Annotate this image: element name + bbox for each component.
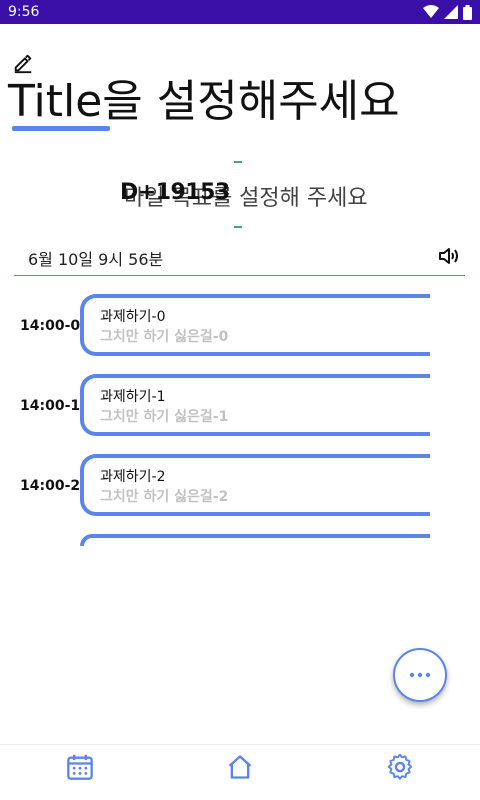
current-date: 6월 10일 9시 56분 xyxy=(28,250,164,269)
title-underline xyxy=(12,126,110,131)
schedule-card[interactable]: 과제하기-0 그치만 하기 싫은걸-0 xyxy=(80,294,430,356)
divider-bottom xyxy=(234,226,242,228)
pencil-icon[interactable] xyxy=(12,52,34,74)
schedule-list: 14:00-0 과제하기-0 그치만 하기 싫은걸-0 14:00-1 과제하기… xyxy=(0,294,480,534)
status-icons xyxy=(423,4,472,20)
calendar-icon[interactable] xyxy=(66,753,94,781)
schedule-time: 14:00-0 xyxy=(20,318,81,334)
date-bar: 6월 10일 9시 56분 xyxy=(14,240,465,276)
schedule-subtitle: 그치만 하기 싫은걸-1 xyxy=(100,409,229,425)
goal-area[interactable]: 마일 목표를 설정해 주세요 D+19153 xyxy=(0,176,480,216)
schedule-title: 과제하기-2 xyxy=(100,469,166,485)
schedule-card[interactable]: 과제하기-2 그치만 하기 싫은걸-2 xyxy=(80,454,430,516)
schedule-row[interactable]: 14:00-2 과제하기-2 그치만 하기 싫은걸-2 xyxy=(0,454,480,534)
status-time: 9:56 xyxy=(8,4,40,20)
status-bar: 9:56 xyxy=(0,0,480,24)
schedule-row[interactable]: 14:00-0 과제하기-0 그치만 하기 싫은걸-0 xyxy=(0,294,480,374)
schedule-card[interactable]: 과제하기-1 그치만 하기 싫은걸-1 xyxy=(80,374,430,436)
signal-icon xyxy=(444,5,458,19)
schedule-time: 14:00-2 xyxy=(20,478,81,494)
schedule-time: 14:00-1 xyxy=(20,398,81,414)
goal-placeholder: 마일 목표를 설정해 주세요 xyxy=(124,186,368,211)
page-title[interactable]: Title을 설정해주세요 xyxy=(8,76,400,127)
home-icon[interactable] xyxy=(226,753,254,781)
battery-icon xyxy=(463,4,472,20)
divider-top xyxy=(234,161,242,163)
bottom-nav xyxy=(0,744,480,800)
schedule-card-partial[interactable] xyxy=(80,534,430,546)
schedule-title: 과제하기-0 xyxy=(100,309,166,325)
gear-icon[interactable] xyxy=(386,753,414,781)
speaker-icon[interactable] xyxy=(437,244,461,268)
schedule-row[interactable]: 14:00-1 과제하기-1 그치만 하기 싫은걸-1 xyxy=(0,374,480,454)
more-horizontal-icon xyxy=(409,672,431,678)
schedule-subtitle: 그치만 하기 싫은걸-2 xyxy=(100,489,229,505)
schedule-title: 과제하기-1 xyxy=(100,389,166,405)
schedule-subtitle: 그치만 하기 싫은걸-0 xyxy=(100,329,229,345)
dday-counter: D+19153 xyxy=(120,180,230,205)
wifi-icon xyxy=(423,5,439,18)
more-button[interactable] xyxy=(393,648,447,702)
